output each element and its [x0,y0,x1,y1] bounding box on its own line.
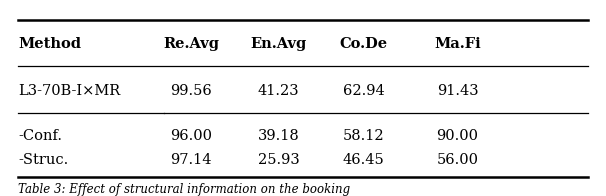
Text: 56.00: 56.00 [436,153,479,167]
Text: 25.93: 25.93 [258,153,299,167]
Text: En.Avg: En.Avg [251,37,307,51]
Text: 46.45: 46.45 [343,153,384,167]
Text: -Struc.: -Struc. [18,153,68,167]
Text: Re.Avg: Re.Avg [163,37,219,51]
Text: Ma.Fi: Ma.Fi [434,37,481,51]
Text: Method: Method [18,37,81,51]
Text: 91.43: 91.43 [437,84,478,98]
Text: -Conf.: -Conf. [18,129,62,143]
Text: 97.14: 97.14 [170,153,211,167]
Text: 62.94: 62.94 [343,84,384,98]
Text: Table 3: Effect of structural information on the booking: Table 3: Effect of structural informatio… [18,183,350,196]
Text: 99.56: 99.56 [170,84,211,98]
Text: 96.00: 96.00 [170,129,212,143]
Text: 58.12: 58.12 [343,129,384,143]
Text: 39.18: 39.18 [258,129,299,143]
Text: 41.23: 41.23 [258,84,299,98]
Text: Co.De: Co.De [339,37,388,51]
Text: 90.00: 90.00 [436,129,479,143]
Text: L3-70B-I×MR: L3-70B-I×MR [18,84,121,98]
